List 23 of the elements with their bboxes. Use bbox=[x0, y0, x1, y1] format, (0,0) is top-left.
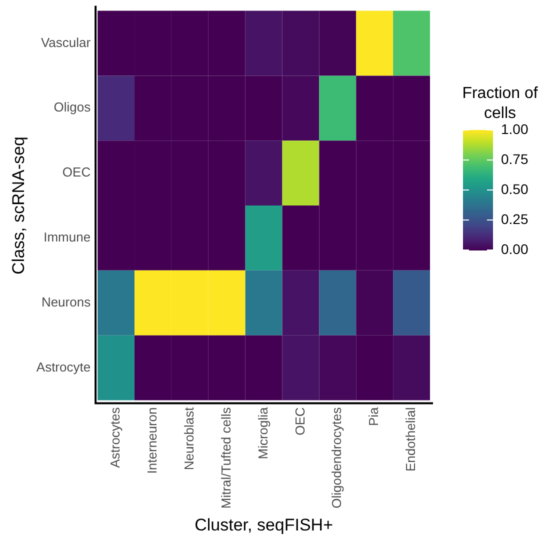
y-axis-title: Class, scRNA-seq bbox=[8, 136, 28, 274]
x-tick-label: Pia bbox=[366, 406, 382, 426]
x-tick-label: Astrocytes bbox=[108, 406, 123, 468]
x-tick-label: Oligodendrocytes bbox=[329, 406, 344, 508]
x-tick-label: Endothelial bbox=[403, 407, 418, 472]
x-tick-label: Mitral/Tufted cells bbox=[218, 406, 234, 509]
x-tick-label: Neuroblast bbox=[182, 406, 196, 470]
color-bar-title: Fraction of cells bbox=[462, 85, 538, 122]
y-tick-label: OEC bbox=[62, 164, 91, 180]
color-bar-label: 1.00 bbox=[501, 120, 528, 137]
y-tick-label: Vascular bbox=[40, 34, 92, 50]
x-tick-label: OEC bbox=[292, 407, 308, 436]
x-tick-label: Microglia bbox=[255, 406, 270, 460]
y-tick-label: Astrocyte bbox=[36, 359, 91, 374]
y-tick-label: Immune bbox=[44, 230, 91, 245]
x-axis-title: Cluster, seqFISH+ bbox=[194, 515, 334, 534]
color-bar-label: 0.75 bbox=[501, 150, 528, 167]
y-tick-label: Oligos bbox=[54, 100, 92, 115]
color-bar-label: 0.50 bbox=[501, 180, 528, 197]
y-tick-label: Neurons bbox=[41, 294, 92, 310]
color-bar-label: 0.25 bbox=[501, 210, 528, 227]
x-tick-label: Interneuron bbox=[144, 407, 160, 474]
color-bar-label: 0.00 bbox=[501, 240, 528, 257]
